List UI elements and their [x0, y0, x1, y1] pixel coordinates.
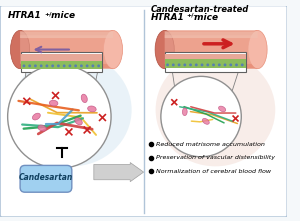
Circle shape [34, 64, 37, 67]
Circle shape [218, 63, 221, 66]
FancyBboxPatch shape [21, 52, 102, 72]
Circle shape [22, 64, 26, 67]
FancyBboxPatch shape [165, 52, 246, 72]
FancyBboxPatch shape [165, 54, 246, 59]
FancyBboxPatch shape [20, 30, 113, 69]
Circle shape [8, 65, 111, 168]
Circle shape [80, 64, 83, 67]
Circle shape [229, 63, 232, 66]
Circle shape [51, 64, 54, 67]
Circle shape [97, 64, 100, 67]
Circle shape [189, 63, 192, 66]
Ellipse shape [32, 113, 40, 120]
Circle shape [201, 63, 203, 66]
Text: HTRA1: HTRA1 [150, 13, 184, 22]
Circle shape [178, 63, 181, 66]
Circle shape [195, 63, 198, 66]
Text: HTRA1: HTRA1 [8, 11, 41, 20]
FancyBboxPatch shape [21, 54, 102, 61]
Text: Preservation of vascular distensibility: Preservation of vascular distensibility [156, 155, 275, 160]
FancyBboxPatch shape [165, 30, 258, 69]
FancyBboxPatch shape [21, 61, 102, 69]
Circle shape [74, 64, 77, 67]
Ellipse shape [202, 118, 209, 124]
FancyBboxPatch shape [20, 35, 113, 64]
FancyBboxPatch shape [165, 35, 258, 64]
Circle shape [166, 63, 169, 66]
Text: Reduced matrisome accumulation: Reduced matrisome accumulation [156, 142, 265, 147]
Ellipse shape [75, 118, 82, 125]
Ellipse shape [81, 94, 87, 103]
Circle shape [46, 64, 48, 67]
Ellipse shape [156, 53, 275, 166]
Text: Candesartan-treated: Candesartan-treated [150, 5, 249, 14]
Circle shape [161, 76, 241, 157]
Circle shape [63, 64, 66, 67]
Ellipse shape [38, 125, 46, 131]
Ellipse shape [103, 30, 123, 69]
Text: +/-: +/- [187, 13, 197, 18]
Ellipse shape [248, 30, 267, 69]
Circle shape [212, 63, 215, 66]
FancyArrow shape [94, 162, 144, 182]
Ellipse shape [155, 30, 174, 69]
Ellipse shape [88, 106, 96, 112]
Circle shape [224, 63, 226, 66]
Circle shape [28, 64, 31, 67]
Ellipse shape [49, 100, 58, 106]
Circle shape [206, 63, 209, 66]
Text: mice: mice [190, 13, 218, 22]
Circle shape [235, 63, 238, 66]
Ellipse shape [11, 30, 30, 69]
FancyBboxPatch shape [20, 31, 113, 38]
Ellipse shape [182, 108, 187, 116]
Text: mice: mice [48, 11, 75, 20]
FancyBboxPatch shape [0, 6, 287, 217]
Circle shape [57, 64, 60, 67]
Text: Candesartan: Candesartan [19, 173, 73, 182]
FancyBboxPatch shape [165, 59, 246, 68]
Circle shape [172, 63, 175, 66]
Ellipse shape [12, 53, 132, 166]
Circle shape [183, 63, 186, 66]
FancyBboxPatch shape [165, 31, 258, 38]
Circle shape [68, 64, 71, 67]
Circle shape [92, 64, 94, 67]
Text: +/-: +/- [44, 11, 54, 16]
Circle shape [86, 64, 88, 67]
Circle shape [241, 63, 244, 66]
Text: Normalization of cerebral blood flow: Normalization of cerebral blood flow [156, 169, 271, 174]
FancyBboxPatch shape [20, 165, 72, 192]
Circle shape [40, 64, 43, 67]
Ellipse shape [219, 106, 226, 112]
